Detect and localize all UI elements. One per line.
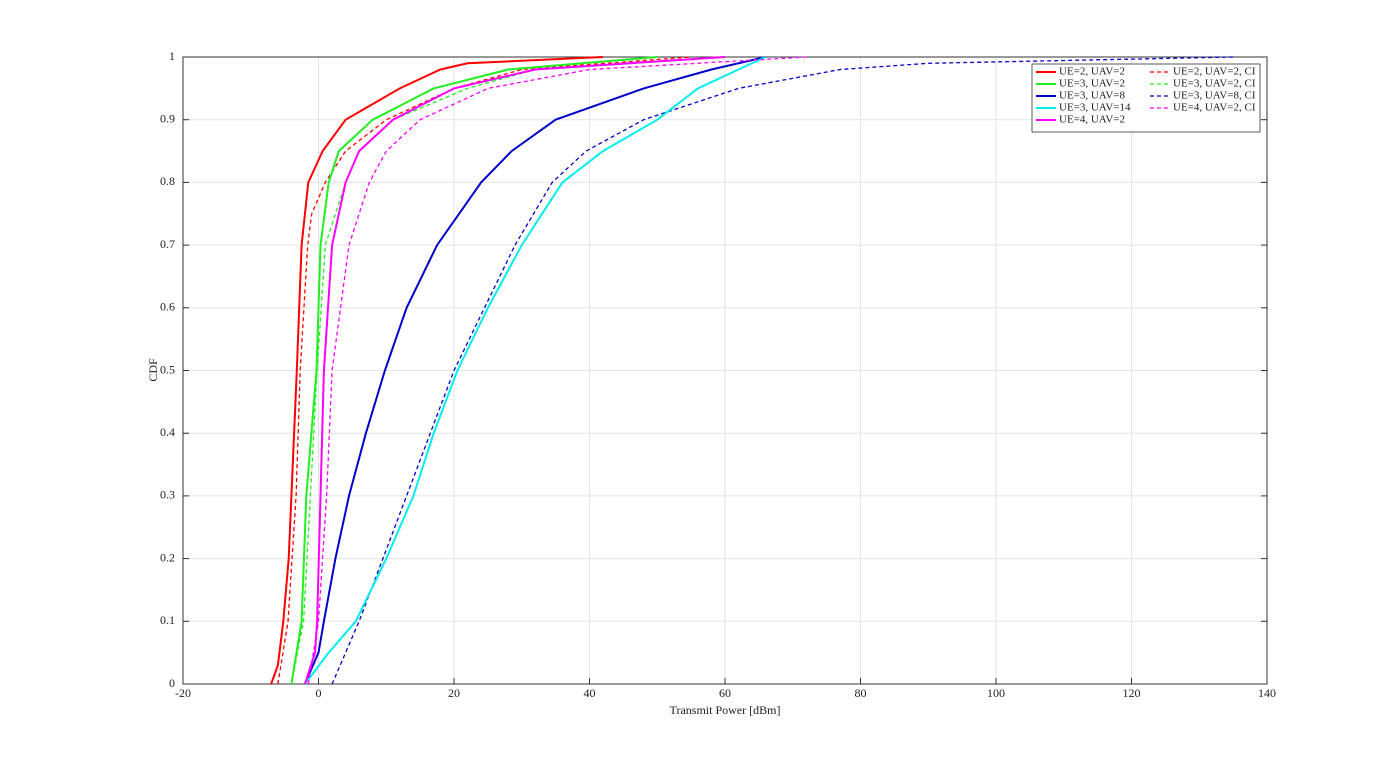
legend-label: UE=4, UAV=2, CI bbox=[1173, 102, 1256, 114]
data-line bbox=[303, 56, 766, 685]
data-line bbox=[290, 56, 658, 685]
x-tick-label: 40 bbox=[584, 686, 596, 700]
x-tick-label: 140 bbox=[1258, 686, 1276, 700]
data-line bbox=[270, 56, 604, 685]
x-axis-label: Transmit Power [dBm] bbox=[670, 703, 781, 717]
x-tick-label: 80 bbox=[855, 686, 867, 700]
data-line bbox=[304, 56, 767, 685]
legend-label: UE=3, UAV=14 bbox=[1059, 102, 1131, 114]
legend-label: UE=4, UAV=2 bbox=[1059, 114, 1125, 126]
x-tick-label: -20 bbox=[175, 686, 191, 700]
data-line bbox=[331, 56, 1234, 685]
x-tick-label: 120 bbox=[1123, 686, 1141, 700]
y-tick-label: 1 bbox=[169, 49, 175, 63]
legend-label: UE=3, UAV=8 bbox=[1059, 90, 1125, 102]
x-tick-label: 0 bbox=[316, 686, 322, 700]
y-tick-label: 0.7 bbox=[160, 237, 175, 251]
y-tick-label: 0.5 bbox=[160, 362, 175, 376]
legend-label: UE=3, UAV=2, CI bbox=[1173, 78, 1256, 90]
y-tick-label: 0.1 bbox=[160, 613, 175, 627]
data-line bbox=[303, 56, 726, 685]
y-tick-label: 0.4 bbox=[160, 425, 175, 439]
legend-label: UE=3, UAV=2 bbox=[1059, 78, 1125, 90]
x-tick-label: 100 bbox=[987, 686, 1005, 700]
y-axis-label: CDF bbox=[146, 358, 160, 382]
legend-label: UE=3, UAV=8, CI bbox=[1173, 90, 1256, 102]
y-tick-label: 0.8 bbox=[160, 174, 175, 188]
x-tick-label: 20 bbox=[448, 686, 460, 700]
legend-box bbox=[1031, 63, 1261, 133]
x-tick-label: 60 bbox=[719, 686, 731, 700]
data-line bbox=[307, 56, 807, 685]
legend-label: UE=2, UAV=2, CI bbox=[1173, 66, 1256, 78]
y-tick-label: 0.2 bbox=[160, 550, 175, 564]
y-tick-label: 0.6 bbox=[160, 300, 175, 314]
legend-label: UE=2, UAV=2 bbox=[1059, 66, 1125, 78]
y-tick-label: 0 bbox=[169, 676, 175, 690]
y-tick-label: 0.3 bbox=[160, 488, 175, 502]
y-tick-label: 0.9 bbox=[160, 111, 175, 125]
